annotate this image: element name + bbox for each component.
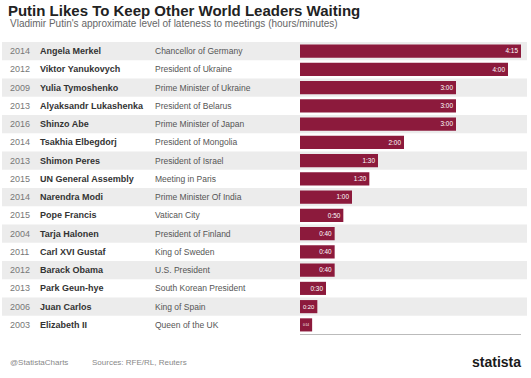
svg-text:2012: 2012 bbox=[10, 64, 30, 74]
svg-text:Shimon Peres: Shimon Peres bbox=[40, 156, 100, 166]
svg-text:2004: 2004 bbox=[10, 229, 30, 239]
svg-text:Chancellor of Germany: Chancellor of Germany bbox=[155, 46, 243, 56]
svg-text:2013: 2013 bbox=[10, 101, 30, 111]
svg-text:2014: 2014 bbox=[10, 137, 30, 147]
svg-text:King of Sweden: King of Sweden bbox=[155, 247, 215, 257]
svg-text:0:40: 0:40 bbox=[319, 230, 332, 237]
svg-text:2015: 2015 bbox=[10, 210, 30, 220]
svg-text:4:15: 4:15 bbox=[506, 47, 519, 54]
svg-text:3:00: 3:00 bbox=[441, 120, 454, 127]
svg-text:2013: 2013 bbox=[10, 283, 30, 293]
svg-text:President of Ukraine: President of Ukraine bbox=[155, 64, 232, 74]
svg-text:President of Israel: President of Israel bbox=[155, 156, 224, 166]
svg-text:0:40: 0:40 bbox=[319, 266, 332, 273]
svg-text:3:00: 3:00 bbox=[441, 102, 454, 109]
svg-text:0:40: 0:40 bbox=[319, 248, 332, 255]
svg-text:Sources: RFE/RL, Reuters: Sources: RFE/RL, Reuters bbox=[92, 358, 187, 367]
svg-text:Alyaksandr Lukashenka: Alyaksandr Lukashenka bbox=[40, 101, 144, 111]
svg-text:Queen of the UK: Queen of the UK bbox=[155, 320, 219, 330]
svg-text:Park Geun-hye: Park Geun-hye bbox=[40, 283, 104, 293]
svg-text:1:00: 1:00 bbox=[337, 193, 350, 200]
svg-text:Meeting in Paris: Meeting in Paris bbox=[155, 174, 216, 184]
svg-text:2013: 2013 bbox=[10, 156, 30, 166]
svg-text:@StatistaCharts: @StatistaCharts bbox=[10, 358, 68, 367]
svg-text:2015: 2015 bbox=[10, 174, 30, 184]
svg-text:0:50: 0:50 bbox=[328, 212, 341, 219]
svg-text:Angela Merkel: Angela Merkel bbox=[40, 46, 101, 56]
svg-text:4:00: 4:00 bbox=[493, 66, 506, 73]
svg-text:Juan Carlos: Juan Carlos bbox=[40, 302, 92, 312]
svg-text:South Korean President: South Korean President bbox=[155, 283, 246, 293]
svg-text:1:20: 1:20 bbox=[354, 175, 367, 182]
svg-text:2012: 2012 bbox=[10, 265, 30, 275]
svg-text:2006: 2006 bbox=[10, 302, 30, 312]
svg-text:0:14: 0:14 bbox=[303, 323, 309, 327]
svg-text:President of Mongolia: President of Mongolia bbox=[155, 137, 237, 147]
svg-text:Putin Likes To Keep Other Worl: Putin Likes To Keep Other World Leaders … bbox=[8, 2, 360, 19]
svg-text:Vatican City: Vatican City bbox=[155, 210, 200, 220]
svg-text:1:30: 1:30 bbox=[363, 157, 376, 164]
svg-text:Narendra Modi: Narendra Modi bbox=[40, 192, 103, 202]
svg-text:Tarja Halonen: Tarja Halonen bbox=[40, 229, 99, 239]
svg-text:Barack Obama: Barack Obama bbox=[40, 265, 104, 275]
svg-text:2003: 2003 bbox=[10, 320, 30, 330]
svg-text:Tsakhia Elbegdorj: Tsakhia Elbegdorj bbox=[40, 137, 117, 147]
svg-text:Shinzo Abe: Shinzo Abe bbox=[40, 119, 89, 129]
svg-text:0:20: 0:20 bbox=[303, 304, 314, 310]
svg-text:2016: 2016 bbox=[10, 119, 30, 129]
svg-text:Carl XVI Gustaf: Carl XVI Gustaf bbox=[40, 247, 107, 257]
svg-text:2011: 2011 bbox=[10, 247, 29, 257]
svg-text:Pope Francis: Pope Francis bbox=[40, 210, 97, 220]
svg-text:0:30: 0:30 bbox=[311, 285, 324, 292]
svg-text:King of Spain: King of Spain bbox=[155, 302, 206, 312]
svg-text:2009: 2009 bbox=[10, 83, 30, 93]
svg-text:Prime Minister of Ukraine: Prime Minister of Ukraine bbox=[155, 83, 251, 93]
svg-text:Prime Minister Of India: Prime Minister Of India bbox=[155, 192, 242, 202]
svg-text:President of Belarus: President of Belarus bbox=[155, 101, 232, 111]
svg-text:UN General Assembly: UN General Assembly bbox=[40, 174, 134, 184]
svg-text:Viktor Yanukovych: Viktor Yanukovych bbox=[40, 64, 120, 74]
svg-text:2:00: 2:00 bbox=[389, 139, 402, 146]
svg-text:Prime Minister of Japan: Prime Minister of Japan bbox=[155, 119, 245, 129]
svg-text:2014: 2014 bbox=[10, 46, 30, 56]
svg-text:Vladimir Putin's approximate l: Vladimir Putin's approximate level of la… bbox=[10, 18, 338, 29]
svg-text:2014: 2014 bbox=[10, 192, 30, 202]
svg-text:U.S. President: U.S. President bbox=[155, 265, 210, 275]
svg-text:Yulia Tymoshenko: Yulia Tymoshenko bbox=[40, 83, 119, 93]
svg-text:3:00: 3:00 bbox=[441, 84, 454, 91]
svg-text:President of Finland: President of Finland bbox=[155, 229, 231, 239]
svg-text:statista: statista bbox=[472, 354, 521, 370]
svg-text:Elizabeth II: Elizabeth II bbox=[40, 320, 87, 330]
